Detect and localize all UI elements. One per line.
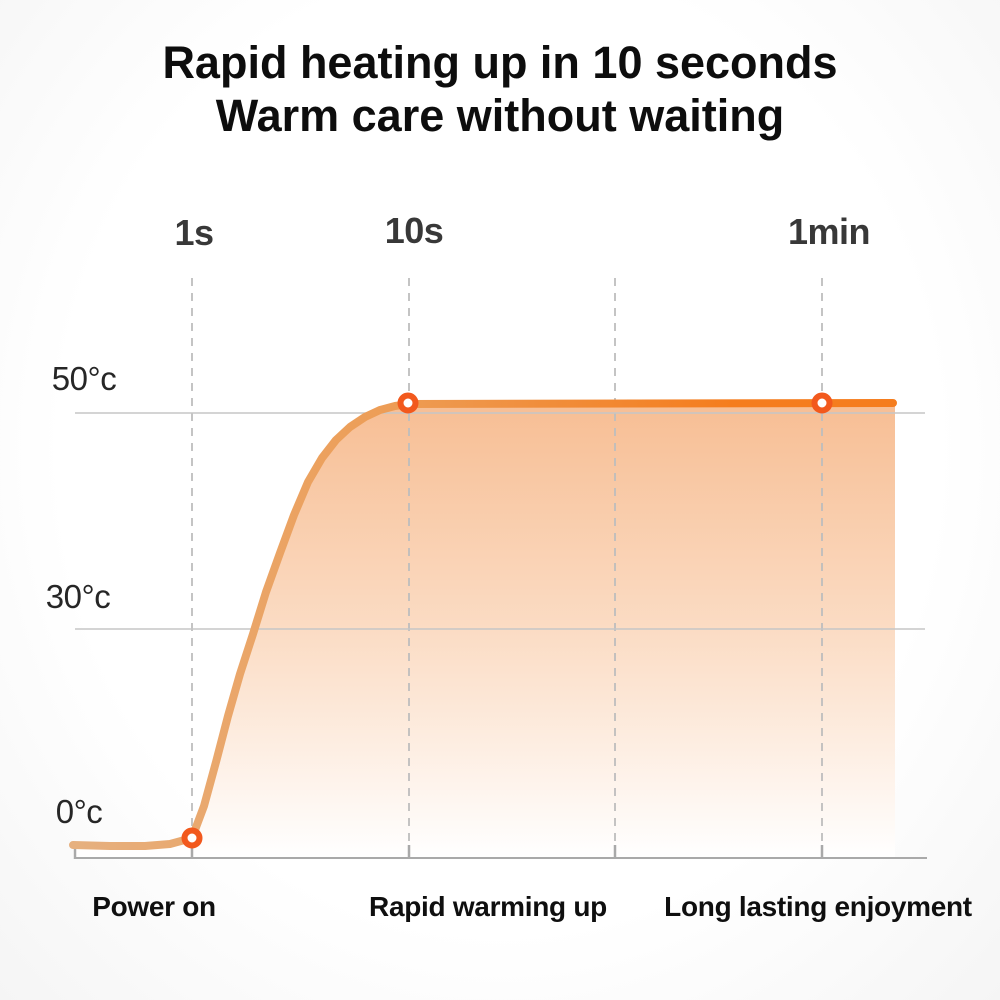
temp-label-50c: 50°c [51, 360, 117, 397]
marker-power-on [181, 827, 203, 849]
phase-label-rapid-warming: Rapid warming up [369, 891, 607, 922]
time-label-1s: 1s [174, 212, 214, 253]
page-title: Rapid heating up in 10 seconds Warm care… [0, 36, 1000, 142]
title-line-2: Warm care without waiting [215, 90, 785, 141]
data-point-markers [181, 392, 833, 849]
title-line-1: Rapid heating up in 10 seconds [162, 37, 838, 88]
phase-label-power-on: Power on [92, 891, 216, 922]
time-label-10s: 10s [384, 210, 444, 251]
marker-long-enjoyment [811, 392, 833, 414]
temperature-curve [69, 399, 897, 850]
horizontal-gridlines [75, 412, 925, 630]
phase-label-long-enjoyment: Long lasting enjoyment [664, 891, 972, 922]
marker-rapid-warming [397, 392, 419, 414]
temperature-area-fill [73, 406, 895, 858]
dashed-guide-lines [191, 278, 823, 856]
time-label-1min: 1min [787, 211, 871, 252]
temp-label-0c: 0°c [55, 793, 103, 830]
temp-label-30c: 30°c [45, 578, 111, 615]
